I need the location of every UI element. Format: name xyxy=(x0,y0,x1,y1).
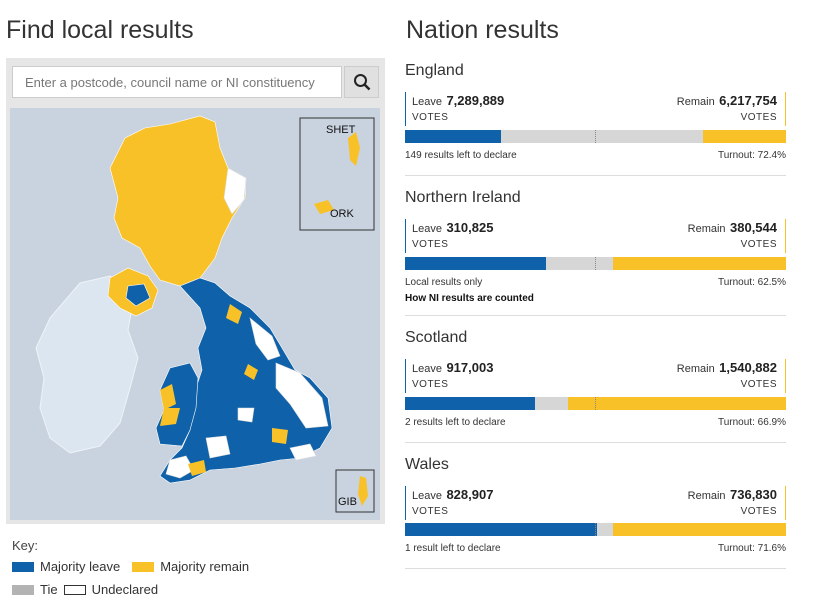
key-undeclared: Undeclared xyxy=(91,582,159,597)
results-left: 149 results left to declare xyxy=(405,150,517,161)
leave-swatch xyxy=(12,561,34,572)
leave-total: Leave 917,003 VOTES xyxy=(405,359,493,393)
key-title: Key: xyxy=(12,538,39,553)
remain-bar xyxy=(613,523,786,536)
nation-scotland: Scotland Leave 917,003 VOTES Remain 1,54… xyxy=(405,329,786,439)
turnout: Turnout: 66.9% xyxy=(717,417,786,428)
nation-name: Scotland xyxy=(405,329,468,346)
divider xyxy=(405,568,786,569)
local-results-panel: SHET ORK GIB xyxy=(6,58,385,524)
vote-share-bar xyxy=(405,397,786,410)
local-results-title: Find local results xyxy=(6,16,194,44)
vote-share-bar xyxy=(405,130,786,143)
undeclared-swatch xyxy=(63,584,86,595)
nation-wales: Wales Leave 828,907 VOTES Remain 736,830… xyxy=(405,456,786,566)
leave-bar xyxy=(405,523,597,536)
remain-swatch xyxy=(132,561,155,572)
vote-share-bar xyxy=(405,257,786,270)
remain-total: Remain 1,540,882 VOTES xyxy=(677,359,786,393)
leave-bar xyxy=(405,130,501,143)
remain-bar xyxy=(613,257,786,270)
halfway-marker xyxy=(595,397,596,410)
ni-results-link[interactable]: How NI results are counted xyxy=(405,293,534,304)
key-tie: Tie xyxy=(40,582,58,597)
divider xyxy=(405,175,786,176)
halfway-marker xyxy=(595,523,596,536)
gibraltar-label: GIB xyxy=(338,496,357,508)
turnout: Turnout: 62.5% xyxy=(717,277,786,288)
tie-swatch xyxy=(12,584,34,595)
key-row-2: Tie Undeclared xyxy=(12,582,158,597)
search-button[interactable] xyxy=(344,66,379,98)
halfway-marker xyxy=(595,257,596,270)
turnout: Turnout: 71.6% xyxy=(717,543,786,554)
key-row-1: Majority leave Majority remain xyxy=(12,559,249,574)
results-map[interactable]: SHET ORK GIB xyxy=(10,108,380,520)
results-left: 1 result left to declare xyxy=(405,543,501,554)
remain-total: Remain 736,830 VOTES xyxy=(688,486,786,520)
turnout: Turnout: 72.4% xyxy=(717,150,786,161)
nation-name: England xyxy=(405,62,464,79)
leave-bar xyxy=(405,397,535,410)
results-note: Local results only xyxy=(405,277,483,288)
leave-total: Leave 310,825 VOTES xyxy=(405,219,493,253)
divider xyxy=(405,315,786,316)
nation-northern-ireland: Northern Ireland Leave 310,825 VOTES Rem… xyxy=(405,189,786,309)
remain-bar xyxy=(568,397,786,410)
nation-name: Wales xyxy=(405,456,449,473)
remain-total: Remain 380,544 VOTES xyxy=(688,219,786,253)
nation-name: Northern Ireland xyxy=(405,189,521,206)
search-input[interactable] xyxy=(12,66,342,98)
halfway-marker xyxy=(595,130,596,143)
results-left: 2 results left to declare xyxy=(405,417,506,428)
vote-share-bar xyxy=(405,523,786,536)
divider xyxy=(405,442,786,443)
orkney-label: ORK xyxy=(330,208,354,220)
search-icon xyxy=(353,74,370,91)
scotland-region xyxy=(109,115,247,287)
nation-results-title: Nation results xyxy=(406,16,559,44)
nation-england: England Leave 7,289,889 VOTES Remain 6,2… xyxy=(405,62,786,172)
leave-total: Leave 7,289,889 VOTES xyxy=(405,92,504,126)
remain-total: Remain 6,217,754 VOTES xyxy=(677,92,786,126)
remain-bar xyxy=(703,130,786,143)
leave-bar xyxy=(405,257,546,270)
shetland-label: SHET xyxy=(326,124,356,136)
leave-total: Leave 828,907 VOTES xyxy=(405,486,493,520)
key-majority-remain: Majority remain xyxy=(160,559,250,574)
key-majority-leave: Majority leave xyxy=(40,559,121,574)
uk-map[interactable] xyxy=(10,108,380,520)
